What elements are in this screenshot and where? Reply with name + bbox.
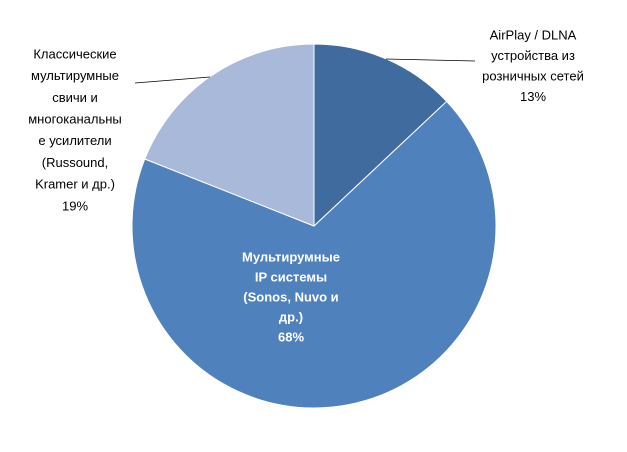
slice-label: устройства из	[491, 48, 575, 63]
slice-label: многоканальны	[28, 112, 122, 127]
slice-label: AirPlay / DLNA	[490, 27, 577, 42]
slice-label: е усилители	[38, 133, 111, 148]
value-label: 13%	[520, 89, 546, 104]
slice-label: свичи и	[52, 90, 98, 105]
pie-slice	[131, 100, 497, 409]
slice-label: Мультирумные	[242, 249, 340, 264]
slice-label: мультирумные	[31, 68, 119, 83]
slice-label: Классические	[33, 46, 116, 61]
slice-label: Kramer и др.)	[35, 177, 115, 192]
value-label: 19%	[62, 198, 88, 213]
leader-line	[385, 58, 476, 62]
value-label: 68%	[278, 329, 304, 344]
slice-label: IP системы	[255, 269, 327, 284]
slice-label: розничных сетей	[482, 68, 584, 83]
pie-slice	[144, 43, 315, 227]
leader-line	[134, 76, 211, 84]
slice-label: (Russound,	[42, 155, 108, 170]
slice-label: др.)	[279, 309, 303, 324]
slice-label: (Sonos, Nuvo и	[243, 289, 338, 304]
